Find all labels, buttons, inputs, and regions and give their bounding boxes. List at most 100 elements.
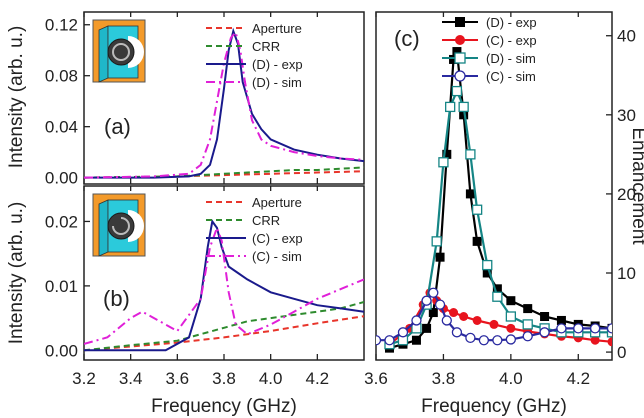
panel-b-x-tick-label: 3.4 [119, 369, 143, 388]
disk-resonator-icon [92, 19, 146, 83]
panel-a-series-d-sim-line [84, 30, 364, 179]
panel-label-a: (a) [104, 114, 131, 139]
panel-b-legend-label: (C) - sim [252, 249, 302, 264]
panel-a-y-tick-label: 0.04 [45, 118, 78, 137]
panel-a: 0.00 0.04 0.08 0.12 Aperture CRR (D) - exp (D)… [45, 11, 365, 188]
panel-c-y-tick-label: 20 [617, 185, 636, 204]
panel-b-legend-label: CRR [252, 213, 280, 228]
panel-c-series-d-exp-point [411, 335, 421, 345]
panel-c-legend-marker [454, 70, 466, 82]
panel-c-series-c-sim-point [465, 332, 476, 344]
panel-c-series-d-exp-point [442, 149, 452, 159]
panel-a-legend-label: (D) - sim [252, 75, 302, 90]
panel-a-series-aperture-line [84, 170, 364, 179]
panel-c-y-tick-label: 0 [617, 343, 626, 362]
panel-c-series-d-exp-point [506, 296, 516, 306]
panel-c-y-tick-label: 30 [617, 106, 636, 125]
panel-c-y-tick-label: 10 [617, 264, 636, 283]
panel-b-x-tick-label: 3.6 [166, 369, 190, 388]
panel-c-series-d-sim-point [445, 101, 456, 113]
panel-b: 3.2 3.4 3.6 3.8 4.0 4.2 0.00 0.01 0.02 Aperture C… [45, 185, 365, 388]
panel-c-series-c-sim-point [539, 327, 550, 338]
panel-c-series-c-sim-point [428, 287, 439, 298]
panel-a-y-tick-label: 0.08 [45, 67, 78, 86]
y-axis-label-b: Intensity (arb. u.) [6, 202, 27, 345]
panel-c-series-d-sim-point [438, 157, 449, 168]
panel-c-legend-label: (D) - sim [486, 51, 536, 66]
panel-c-series-d-exp-point [492, 284, 502, 294]
panel-c-legend-marker [455, 17, 465, 27]
panel-c-series-d-sim-point [451, 85, 463, 97]
panel-a-y-tick-label: 0.00 [45, 169, 78, 188]
panel-c-series-d-sim-point [458, 101, 469, 113]
panel-a-legend-label: (D) - exp [252, 57, 303, 72]
panel-c-series-c-sim-point [492, 335, 503, 346]
panel-c-legend-label: (C) - sim [486, 69, 536, 84]
panel-c-series-c-exp-point [506, 323, 516, 333]
panel-b-y-tick-label: 0.01 [45, 277, 78, 296]
panel-b-series-aperture-line [84, 315, 364, 352]
panel-c-series-c-sim-point [522, 331, 533, 342]
panel-c-series-c-sim-point [478, 335, 490, 346]
panel-a-legend-label: Aperture [252, 21, 302, 36]
panel-c-series-c-exp-point [489, 319, 499, 329]
panel-c-series-c-exp-point [590, 335, 600, 345]
panel-c-series-c-sim-point [589, 323, 601, 334]
panel-c-series-c-sim-point [606, 323, 612, 334]
panel-c-series-d-exp-point [452, 47, 462, 57]
panel-c-series-c-sim-point [556, 323, 567, 334]
panel-a-series-crr-line [84, 166, 364, 179]
panel-b-x-tick-label: 3.2 [72, 369, 96, 388]
panel-a-series-d-exp-line [84, 27, 364, 179]
panel-c-y-tick-label: 40 [617, 27, 636, 46]
panel-label-c: (c) [394, 26, 420, 51]
panel-c-legend-marker [455, 35, 465, 45]
panel-a-legend-label: CRR [252, 39, 280, 54]
panel-c-series-c-exp-point [607, 337, 612, 347]
panel-c-series-d-exp-point [556, 315, 566, 325]
panel-c-series-c-sim-point [505, 334, 517, 345]
panel-c-series-c-sim-point [441, 315, 452, 326]
panel-c-legend-label: (C) - exp [486, 33, 537, 48]
panel-c-legend-label: (D) - exp [486, 15, 537, 30]
panel-b-y-tick-label: 0.02 [45, 212, 78, 231]
panel-c-series-d-exp-point [422, 323, 432, 333]
panel-b-series-c-sim-line [84, 224, 364, 345]
panel-c-series-d-sim-point [522, 319, 533, 330]
panel-c-series-d-exp-point [540, 312, 550, 321]
y-axis-label-a: Intensity (arb. u.) [6, 26, 27, 169]
panel-c-series-c-sim-point [451, 327, 463, 338]
panel-c-series-d-sim-point [431, 236, 442, 247]
panel-c-series-c-sim-point [573, 323, 584, 334]
panel-c-series-c-sim-point [384, 335, 395, 346]
panel-c-x-tick-label: 4.0 [499, 369, 523, 388]
panel-b-x-tick-label: 3.8 [212, 369, 236, 388]
x-axis-label-left: Frequency (GHz) [151, 396, 297, 417]
panel-c-series-c-sim-point [434, 299, 446, 310]
panel-a-y-tick-label: 0.12 [45, 16, 78, 35]
panel-c-x-tick-label: 3.6 [364, 369, 388, 388]
panel-c-series-d-sim-point [492, 291, 503, 302]
panel-c-series-d-exp-point [459, 110, 469, 120]
panel-c-series-d-exp-point [449, 54, 459, 64]
panel-c-series-d-exp-point [472, 236, 482, 246]
panel-b-x-tick-label: 4.0 [259, 369, 283, 388]
panel-b-x-tick-label: 4.2 [306, 369, 330, 388]
panel-c-series-d-sim-point [482, 259, 493, 271]
panel-c-series-c-exp-point [459, 312, 469, 321]
panel-c-legend-marker [454, 52, 466, 64]
panel-b-y-tick-label: 0.00 [45, 341, 78, 360]
panel-c-x-tick-label: 4.2 [566, 369, 590, 388]
panel-c-series-d-exp-point [523, 304, 533, 314]
panel-c-series-c-sim-point [397, 327, 409, 338]
panel-label-b: (b) [103, 286, 130, 311]
panel-c: 3.6 3.8 4.0 4.2 0 10 20 30 40 (D) - exp (C) - exp… [364, 11, 636, 388]
panel-c-series-c-sim-point [376, 335, 382, 346]
panel-c-series-d-exp-point [482, 268, 492, 278]
panel-c-series-d-sim-point [465, 149, 476, 160]
split-disk-resonator-icon [92, 193, 146, 257]
panel-c-series-c-exp-point [449, 308, 459, 318]
panel-c-series-c-sim-point [411, 315, 422, 326]
panel-c-series-d-sim-point [505, 311, 517, 322]
